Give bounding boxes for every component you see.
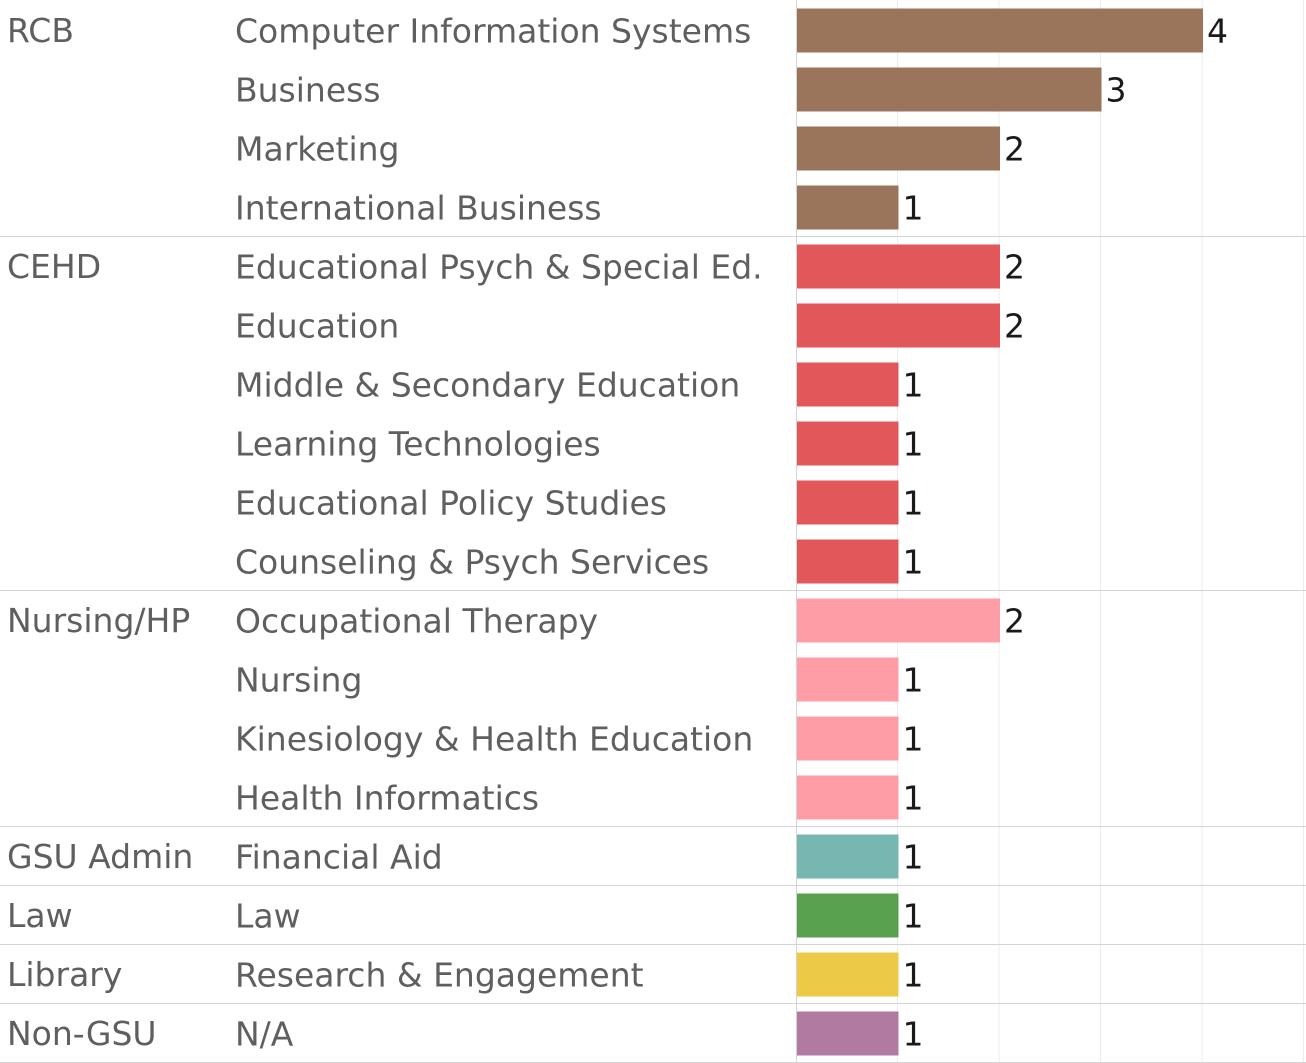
department-label: Law [235,897,301,936]
department-label: Business [235,71,381,110]
group-non-gsu: Non-GSU N/A 1 [0,1011,1306,1063]
data-label: 4 [1207,12,1228,51]
bar [797,775,899,820]
data-label: 1 [903,189,924,228]
department-label: Occupational Therapy [235,602,598,641]
group-label: GSU Admin [7,837,193,876]
bar [797,657,899,702]
bar [797,303,1000,348]
data-label: 1 [903,543,924,582]
bar [797,834,899,879]
bar [797,126,1000,171]
data-label: 1 [903,897,924,936]
group-library: Library Research & Engagement 1 [0,952,1306,1004]
department-label: Middle & Secondary Education [235,366,740,405]
data-label: 1 [903,838,924,877]
bar [797,1011,899,1056]
department-label: Educational Psych & Special Ed. [235,248,763,287]
data-label: 1 [903,484,924,523]
group-label: CEHD [7,247,101,286]
data-label: 1 [903,956,924,995]
department-label: Financial Aid [235,838,443,877]
data-label: 1 [903,1015,924,1054]
department-label: Research & Engagement [235,956,644,995]
department-label: Computer Information Systems [235,12,751,51]
bar [797,893,899,938]
data-label: 1 [903,779,924,818]
bar [797,362,899,407]
group-label: Law [7,896,73,935]
department-label: International Business [235,189,602,228]
department-label: Marketing [235,130,399,169]
bar [797,598,1000,643]
group-label: Nursing/HP [7,601,190,640]
data-label: 1 [903,720,924,759]
data-label: 2 [1004,130,1025,169]
bar [797,185,899,230]
bar [797,716,899,761]
data-label: 2 [1004,307,1025,346]
bar [797,244,1000,289]
data-label: 1 [903,366,924,405]
department-label: Counseling & Psych Services [235,543,709,582]
bar [797,480,899,525]
group-nursing-hp: Nursing/HP Occupational Therapy 2 Nursing 1 K… [0,598,1306,827]
data-label: 3 [1106,71,1127,110]
group-rcb: RCB Computer Information Systems 4 Business… [0,8,1306,237]
bar [797,421,899,466]
bar [797,539,899,584]
group-cehd: CEHD Educational Psych & Special Ed. 2 Educ… [0,244,1306,591]
department-label: N/A [235,1015,294,1054]
department-label: Kinesiology & Health Education [235,720,753,759]
bar [797,952,899,997]
department-label: Nursing [235,661,362,700]
bar [797,67,1102,112]
bar [797,8,1203,53]
group-gsu-admin: GSU Admin Financial Aid 1 [0,834,1306,886]
data-label: 2 [1004,602,1025,641]
department-label: Health Informatics [235,779,539,818]
group-label: Library [7,955,122,994]
department-label: Education [235,307,399,346]
group-label: RCB [7,11,74,50]
department-label: Learning Technologies [235,425,601,464]
data-label: 1 [903,425,924,464]
department-label: Educational Policy Studies [235,484,667,523]
group-label: Non-GSU [7,1014,157,1053]
data-label: 1 [903,661,924,700]
group-law: Law Law 1 [0,893,1306,945]
data-label: 2 [1004,248,1025,287]
